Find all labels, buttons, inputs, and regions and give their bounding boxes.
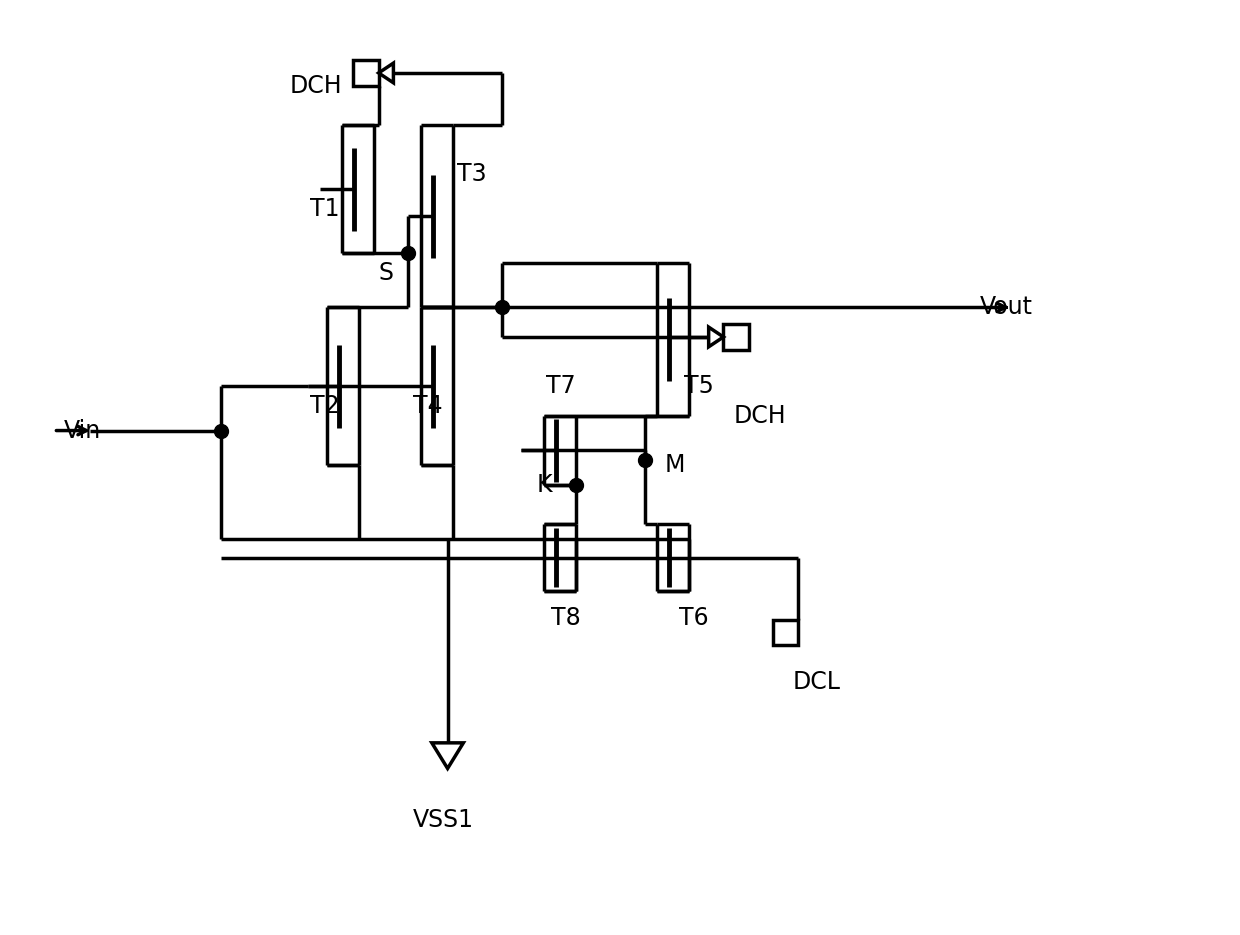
Text: T5: T5 xyxy=(684,374,714,398)
Text: T6: T6 xyxy=(680,606,709,630)
Text: T8: T8 xyxy=(551,606,580,630)
Text: VSS1: VSS1 xyxy=(413,808,474,832)
Text: M: M xyxy=(665,453,684,477)
FancyBboxPatch shape xyxy=(773,620,799,645)
Text: S: S xyxy=(378,261,393,285)
Text: DCL: DCL xyxy=(792,669,841,694)
Text: Vin: Vin xyxy=(63,419,100,442)
Polygon shape xyxy=(378,63,393,83)
Polygon shape xyxy=(709,327,723,347)
Point xyxy=(565,477,585,492)
Point xyxy=(211,423,231,438)
Text: T1: T1 xyxy=(310,197,340,221)
Text: T2: T2 xyxy=(310,394,340,418)
Text: K: K xyxy=(536,473,552,496)
Text: T7: T7 xyxy=(546,374,575,398)
Text: DCH: DCH xyxy=(733,404,786,428)
Polygon shape xyxy=(432,742,464,769)
Point xyxy=(398,246,418,261)
Point xyxy=(492,300,512,315)
Text: DCH: DCH xyxy=(290,74,342,98)
Text: T3: T3 xyxy=(458,163,487,186)
Point xyxy=(635,453,655,468)
FancyBboxPatch shape xyxy=(353,60,378,86)
Text: T4: T4 xyxy=(413,394,443,418)
Text: Vout: Vout xyxy=(980,295,1033,320)
FancyBboxPatch shape xyxy=(723,324,749,350)
